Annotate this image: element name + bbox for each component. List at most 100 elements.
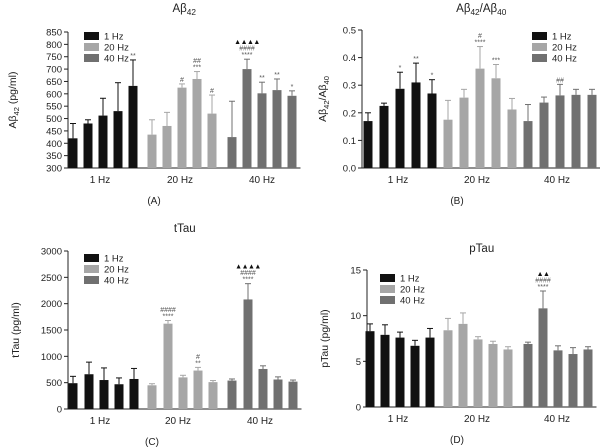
legend-swatch bbox=[532, 32, 547, 40]
y-tick-label: 0 bbox=[57, 405, 62, 416]
chart-title: pTau bbox=[469, 243, 494, 255]
bar-40hz-1 bbox=[523, 343, 533, 407]
significance-hash: #### bbox=[240, 270, 256, 277]
bar-40hz-3 bbox=[555, 95, 565, 168]
legend-label: 40 Hz bbox=[104, 54, 129, 65]
bar-1hz-5 bbox=[427, 93, 437, 168]
legend-label: 20 Hz bbox=[552, 43, 577, 54]
x-group-label: 40 Hz bbox=[544, 175, 570, 186]
bar-1hz-1 bbox=[68, 383, 78, 409]
x-group-label: 1 Hz bbox=[388, 414, 409, 425]
significance-stars: ** bbox=[130, 53, 136, 60]
bar-40hz-4 bbox=[272, 90, 282, 168]
bar-20hz-2 bbox=[459, 97, 469, 168]
y-tick-label: 850 bbox=[46, 28, 62, 39]
y-tick-label: 0.1 bbox=[343, 136, 356, 147]
y-tick-label: 0.0 bbox=[343, 164, 356, 175]
bar-1hz-5 bbox=[129, 378, 139, 409]
legend-label: 20 Hz bbox=[400, 285, 425, 296]
y-tick-label: 1500 bbox=[41, 326, 62, 337]
bar-20hz-4 bbox=[192, 78, 202, 168]
legend-swatch bbox=[84, 32, 99, 40]
y-tick-label: 800 bbox=[46, 40, 62, 51]
legend-swatch bbox=[380, 274, 395, 282]
significance-stars: **** bbox=[475, 40, 486, 47]
y-tick-label: 500 bbox=[46, 114, 62, 125]
legend-label: 40 Hz bbox=[104, 276, 129, 287]
y-axis-label: tTau (pg/ml) bbox=[10, 302, 22, 357]
bar-20hz-4 bbox=[491, 78, 501, 168]
legend-label: 40 Hz bbox=[400, 296, 425, 307]
bar-1hz-4 bbox=[410, 345, 420, 407]
bar-40hz-5 bbox=[587, 94, 597, 168]
y-tick-label: 15 bbox=[350, 266, 361, 277]
bar-40hz-1 bbox=[523, 121, 533, 168]
significance-stars: * bbox=[399, 65, 402, 72]
significance-stars: **** bbox=[242, 52, 253, 59]
bar-20hz-1 bbox=[443, 330, 453, 407]
x-group-label: 40 Hz bbox=[544, 414, 570, 425]
legend-swatch bbox=[84, 265, 99, 273]
bar-40hz-5 bbox=[583, 349, 593, 407]
y-tick-label: 2500 bbox=[41, 273, 62, 284]
y-axis-label: Aβ42/Aβ40 bbox=[317, 76, 331, 122]
legend-label: 20 Hz bbox=[104, 265, 129, 276]
bar-20hz-3 bbox=[178, 377, 188, 409]
panel-label: (A) bbox=[147, 196, 160, 207]
bar-40hz-2 bbox=[539, 102, 549, 168]
bar-40hz-5 bbox=[288, 381, 298, 409]
significance-triangles: ▲▲▲▲ bbox=[235, 264, 261, 271]
significance-triangles: ▲▲▲▲ bbox=[234, 39, 260, 46]
bar-40hz-5 bbox=[287, 95, 297, 168]
legend-swatch bbox=[380, 296, 395, 304]
bar-1hz-1 bbox=[363, 121, 373, 168]
y-tick-label: 300 bbox=[46, 164, 62, 175]
legend-swatch bbox=[532, 43, 547, 51]
x-group-label: 20 Hz bbox=[165, 416, 191, 427]
bar-1hz-3 bbox=[395, 337, 405, 407]
x-group-label: 20 Hz bbox=[464, 175, 490, 186]
bar-40hz-2 bbox=[538, 308, 548, 407]
legend-label: 1 Hz bbox=[552, 32, 572, 43]
significance-stars: *** bbox=[492, 58, 500, 65]
bar-20hz-1 bbox=[147, 134, 157, 168]
bar-40hz-1 bbox=[227, 380, 237, 409]
bar-40hz-3 bbox=[258, 368, 268, 409]
bar-1hz-2 bbox=[84, 374, 94, 409]
x-group-label: 40 Hz bbox=[249, 175, 275, 186]
significance-stars: ** bbox=[259, 75, 265, 82]
bar-1hz-2 bbox=[83, 123, 93, 168]
bar-20hz-5 bbox=[507, 109, 517, 168]
legend-swatch bbox=[84, 254, 99, 262]
significance-stars: * bbox=[431, 73, 434, 80]
bar-1hz-4 bbox=[113, 111, 123, 168]
legend-swatch bbox=[84, 43, 99, 51]
legend-label: 1 Hz bbox=[104, 32, 124, 43]
bar-1hz-3 bbox=[99, 380, 109, 409]
y-tick-label: 400 bbox=[46, 139, 62, 150]
significance-stars: **** bbox=[538, 284, 549, 291]
significance-hash: #### bbox=[535, 278, 551, 285]
y-tick-label: 0.3 bbox=[343, 81, 356, 92]
y-tick-label: 0.2 bbox=[343, 108, 356, 119]
x-group-label: 1 Hz bbox=[388, 175, 409, 186]
y-tick-label: 10 bbox=[350, 311, 361, 322]
chart-title: Aβ42/Aβ40 bbox=[456, 3, 507, 17]
y-tick-label: 0 bbox=[356, 403, 361, 414]
bar-20hz-2 bbox=[163, 323, 173, 409]
bar-1hz-5 bbox=[128, 85, 138, 168]
significance-stars: ** bbox=[413, 56, 419, 63]
bar-1hz-3 bbox=[98, 115, 108, 168]
legend-swatch bbox=[84, 276, 99, 284]
legend-label: 1 Hz bbox=[104, 254, 124, 265]
legend-label: 20 Hz bbox=[104, 43, 129, 54]
y-tick-label: 3000 bbox=[41, 247, 62, 258]
bar-40hz-4 bbox=[273, 379, 283, 409]
legend-swatch bbox=[84, 54, 99, 62]
